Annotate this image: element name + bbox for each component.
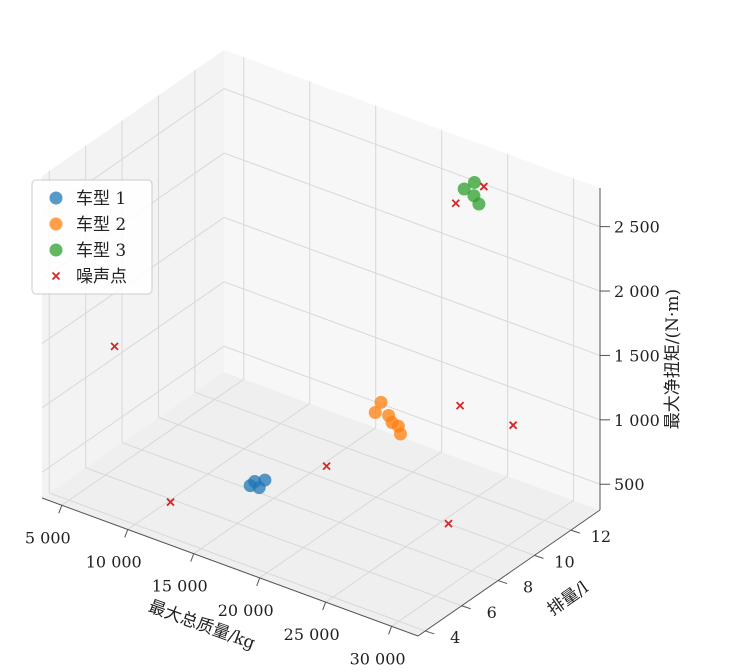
y-gridline [121,442,499,582]
data-point [472,197,486,211]
legend-label: 车型 3 [76,241,126,261]
axis-panes [42,50,600,636]
x-gridline [61,378,245,506]
noise-point-marker [444,519,453,528]
grid-lines [41,57,601,632]
noise-point-marker [479,182,488,191]
y-tick-label: 12 [591,527,611,546]
x-gridline [325,475,508,603]
y-gridline [194,391,572,531]
z-gridline [41,345,225,473]
back-pane [224,50,600,510]
data-points [110,175,518,528]
z-gridline [41,281,225,409]
z-tick-label: 2 500 [614,218,660,237]
series-1 [243,473,272,495]
x-tick-label: 5 000 [25,528,71,547]
legend-marker [49,191,63,205]
legend-marker [49,243,63,257]
y-gridline [158,416,535,556]
data-point [467,175,481,189]
floor-pane [42,372,600,636]
y-gridline [49,492,426,632]
legend-label: 车型 2 [76,215,126,235]
x-tick-label: 15 000 [152,577,208,596]
data-point [457,182,471,196]
y-gridline [85,467,462,607]
z-axis-label: 最大净扭矩/(N·m) [663,289,683,429]
y-tick-mark [534,554,544,559]
data-point [374,395,388,409]
legend-box [31,179,153,295]
x-tick-label: 20 000 [218,601,274,620]
series-3 [457,175,486,211]
data-point [252,481,266,495]
noise-point-marker [322,461,331,471]
y-tick-label: 10 [554,552,574,571]
legend-marker [51,271,61,281]
noise-point-marker [451,199,460,208]
legend: 车型 1 车型 2 车型 3 噪声点 [31,179,153,295]
noise-point-marker [508,421,518,430]
x-tick-mark [388,626,393,635]
legend-label: 噪声点 [76,267,127,287]
x-tick-label: 30 000 [350,649,406,668]
x-tick-mark [58,505,63,514]
x-axis-line [41,497,419,637]
noise-point-marker [455,401,465,410]
data-point [368,405,382,419]
y-tick-label: 6 [487,603,497,622]
axis-lines [41,188,610,637]
x-gridline [127,403,311,530]
y-tick-mark [425,630,435,635]
z-gridline [223,281,601,421]
y-axis-line [417,509,601,637]
z-gridline [223,216,601,356]
noise-point-marker [166,497,175,507]
tick-labels: 5 000 10 000 15 000 20 000 25 000 30 000 4 6 8 10… [25,218,660,669]
series-2 [368,395,407,441]
series-4 [110,182,518,528]
x-tick-mark [256,577,261,587]
y-tick-label: 8 [523,578,533,597]
noise-point-marker [110,342,119,351]
x-tick-mark [190,553,195,562]
y-tick-label: 4 [450,628,460,647]
y-tick-mark [570,529,581,534]
x-tick-mark [322,601,327,611]
z-gridline [223,152,601,292]
legend-label: 车型 1 [76,189,126,209]
x-tick-mark [124,529,129,538]
y-axis-label: 排量/l [544,578,592,620]
x-gridline [259,451,442,579]
data-point [393,427,407,441]
z-tick-label: 1 000 [614,411,660,430]
x-tick-label: 10 000 [86,552,142,571]
x-gridline [391,499,574,627]
z-tick-label: 2 000 [614,282,660,301]
z-gridline [223,345,601,485]
legend-marker [49,217,63,231]
y-tick-mark [461,605,471,610]
z-gridline [223,88,601,228]
z-tick-label: 1 500 [614,346,660,365]
y-tick-mark [497,580,508,585]
x-tick-label: 25 000 [284,625,340,644]
x-gridline [193,427,377,555]
z-tick-label: 500 [614,475,645,494]
